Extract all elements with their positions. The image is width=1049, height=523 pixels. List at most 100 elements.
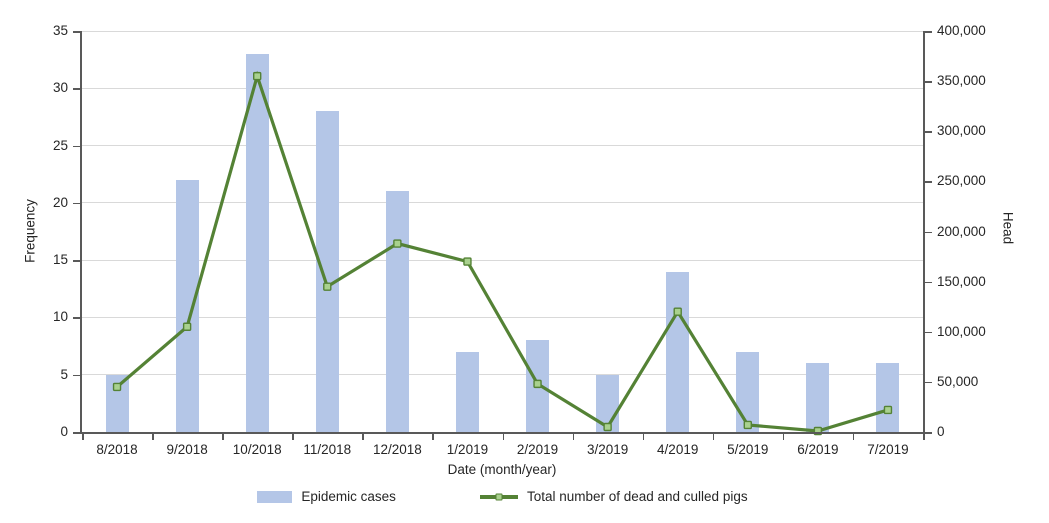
x-tick-label: 2/2019: [516, 442, 559, 457]
y-tick-right: [925, 381, 932, 384]
bar-epidemic-cases: [105, 374, 129, 432]
pigs-marker: [533, 379, 542, 389]
bar-epidemic-cases: [736, 351, 760, 432]
bar-epidemic-cases: [876, 363, 900, 432]
x-tick-label: 4/2019: [657, 442, 699, 457]
bar-epidemic-cases: [806, 363, 830, 432]
y-tick-label-right: 200,000: [937, 223, 986, 239]
y-tick-right: [925, 281, 932, 284]
pigs-marker: [253, 71, 262, 81]
y-tick-label-right: 350,000: [937, 73, 986, 89]
legend-label-epidemic-cases: Epidemic cases: [301, 489, 396, 504]
x-tick: [923, 434, 925, 440]
y-tick-label-left: 35: [52, 23, 68, 38]
x-tick: [852, 434, 855, 440]
legend-label-dead-culled-pigs: Total number of dead and culled pigs: [526, 489, 748, 504]
x-tick: [222, 434, 224, 440]
y-tick-left: [73, 432, 80, 434]
y-tick-label-right: 150,000: [937, 273, 986, 289]
x-tick-label: 3/2019: [586, 442, 629, 457]
gridline: [82, 87, 923, 89]
axis-line-right: [923, 31, 925, 434]
gridline: [82, 374, 923, 376]
y-tick-label-right: 400,000: [937, 23, 986, 38]
pigs-marker: [463, 257, 472, 266]
y-tick-label-right: 0: [937, 424, 945, 439]
pigs-marker: [813, 426, 823, 436]
x-axis-title: Date (month/year): [447, 462, 557, 477]
y-tick-label-right: 250,000: [937, 173, 986, 189]
gridline: [82, 202, 923, 204]
x-tick-label: 6/2019: [797, 442, 839, 457]
pigs-marker: [673, 307, 682, 316]
pigs-marker: [182, 322, 192, 331]
x-tick-label: 7/2019: [867, 442, 909, 457]
pigs-marker: [112, 382, 122, 392]
line-swatch-icon: [479, 493, 518, 500]
legend-item-epidemic-cases: Epidemic cases: [257, 489, 396, 504]
y-tick-left: [73, 202, 80, 205]
x-tick-label: 11/2018: [303, 442, 352, 457]
x-tick: [712, 434, 715, 440]
bar-epidemic-cases: [666, 271, 690, 432]
y-axis-title-left: Frequency: [22, 199, 38, 263]
y-tick-left: [73, 88, 80, 90]
y-tick-right: [925, 81, 932, 83]
pigs-marker: [743, 420, 752, 430]
x-tick-label: 5/2019: [727, 442, 769, 457]
x-tick-label: 12/2018: [372, 442, 422, 457]
x-tick: [782, 434, 785, 440]
bar-epidemic-cases: [315, 111, 339, 432]
y-tick-left: [73, 317, 80, 319]
y-tick-label-left: 30: [52, 80, 68, 96]
y-tick-label-right: 300,000: [937, 123, 986, 139]
x-tick: [572, 434, 575, 440]
x-tick: [152, 434, 154, 440]
gridline: [82, 259, 923, 261]
x-tick-label: 10/2018: [232, 442, 282, 457]
y-tick-label-left: 10: [52, 309, 68, 325]
line-marker-icon: [495, 493, 503, 500]
y-tick-label-right: 100,000: [937, 323, 986, 339]
y-tick-left: [73, 374, 80, 377]
y-tick-label-left: 5: [60, 366, 68, 382]
gridline: [82, 30, 923, 32]
pigs-marker: [393, 239, 402, 248]
y-tick-label-right: 50,000: [937, 373, 979, 389]
y-tick-right: [925, 181, 932, 183]
y-tick-right: [925, 131, 932, 133]
x-tick: [642, 434, 645, 440]
gridline: [82, 316, 923, 318]
pigs-line: [115, 70, 889, 433]
y-tick-left: [73, 260, 80, 262]
axis-line-x: [80, 432, 925, 434]
bar-swatch-icon: [257, 490, 293, 503]
y-tick-left: [73, 145, 80, 148]
y-tick-right: [925, 432, 932, 434]
bar-epidemic-cases: [175, 179, 199, 432]
pigs-marker: [883, 405, 893, 415]
x-tick-label: 9/2018: [166, 442, 208, 457]
x-tick: [82, 434, 84, 440]
bar-epidemic-cases: [455, 351, 479, 432]
pigs-marker: [323, 282, 332, 291]
legend-item-dead-culled-pigs: Total number of dead and culled pigs: [479, 489, 748, 504]
x-tick: [292, 434, 294, 440]
y-axis-title-right: Head: [1000, 211, 1016, 245]
y-tick-left: [73, 31, 80, 33]
y-tick-right: [925, 31, 932, 33]
y-tick-right: [925, 331, 932, 334]
y-tick-label-left: 0: [60, 424, 68, 439]
y-tick-label-left: 25: [52, 137, 68, 153]
bar-epidemic-cases: [245, 53, 269, 432]
x-tick-label: 1/2019: [446, 442, 489, 457]
plot-area: [82, 30, 923, 436]
x-tick: [502, 434, 504, 440]
gridline: [82, 145, 923, 147]
legend: Epidemic cases Total number of dead and …: [82, 489, 923, 504]
bar-epidemic-cases: [385, 191, 409, 432]
x-tick: [432, 434, 434, 440]
x-tick: [362, 434, 364, 440]
pigs-line-layer: [112, 70, 893, 436]
